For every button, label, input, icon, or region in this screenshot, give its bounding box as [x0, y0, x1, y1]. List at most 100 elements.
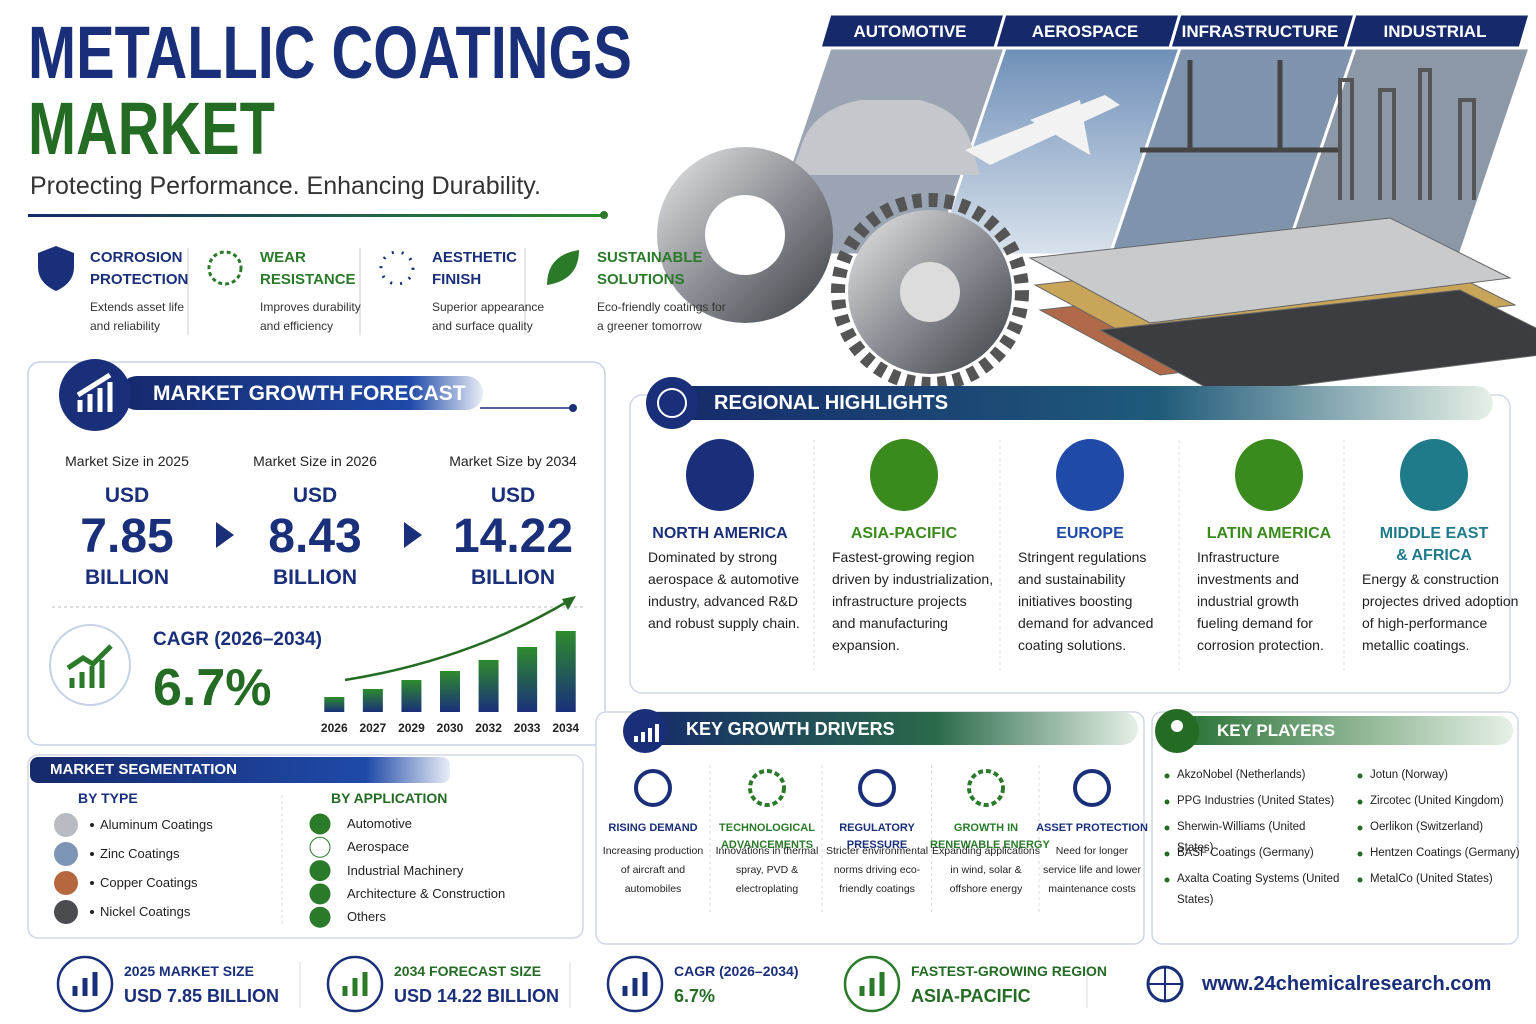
- globe-line: [657, 388, 687, 418]
- drivers-heading: KEY GROWTH DRIVERS: [686, 719, 895, 739]
- player: BASF Coatings (Germany): [1177, 847, 1314, 859]
- driver-desc: Innovations in thermal: [715, 845, 819, 857]
- footer-value: 6.7%: [674, 986, 716, 1006]
- driver-title: TECHNOLOGICAL: [719, 822, 815, 834]
- driver-desc: Expanding applications: [932, 845, 1040, 857]
- region-map: [1400, 439, 1468, 511]
- region-desc: driven by industrialization,: [832, 571, 994, 587]
- metal-plate: [1028, 217, 1512, 324]
- bullet: [1357, 851, 1363, 857]
- x-tick-label: 2029: [398, 721, 425, 735]
- player: Sherwin-Williams (United States): [1177, 821, 1306, 854]
- application-item: Industrial Machinery: [347, 862, 464, 878]
- footer-glyph: [342, 972, 368, 996]
- type-item: Zinc Coatings: [100, 846, 180, 861]
- footer-label: 2034 FORECAST SIZE: [394, 963, 542, 979]
- size-label: Market Size by 2034: [449, 453, 577, 469]
- leaf-icon: [547, 250, 579, 285]
- footer-label: 2025 MARKET SIZE: [124, 963, 254, 979]
- player: Axalta Coating Systems (United States): [1177, 873, 1340, 906]
- size-value: 8.43: [268, 510, 362, 563]
- driver-title: ASSET PROTECTION: [1036, 822, 1148, 834]
- title-line-2: MARKET: [28, 87, 275, 170]
- region-map: [686, 439, 754, 511]
- feature-desc: Eco-friendly coatings for: [597, 300, 726, 314]
- gear-hole: [900, 262, 960, 322]
- bullet: [90, 910, 94, 914]
- globe-icon: [646, 377, 698, 429]
- trend-arrow: [344, 598, 571, 682]
- region-name: NORTH AMERICA: [652, 525, 788, 542]
- footer-label: FASTEST-GROWING REGION: [911, 963, 1108, 979]
- sector-label: INDUSTRIAL: [1383, 22, 1487, 41]
- bullet: [1357, 825, 1363, 831]
- bullet: [1164, 773, 1170, 779]
- region-name: & AFRICA: [1396, 547, 1472, 564]
- player: Hentzen Coatings (Germany): [1370, 847, 1520, 859]
- driver-desc: Stricter environmental: [825, 845, 929, 857]
- metal-plate: [1098, 289, 1536, 396]
- region-desc: demand for advanced: [1018, 615, 1154, 631]
- website: www.24chemicalresearch.com: [1202, 973, 1492, 995]
- player: Zircotec (United Kingdom): [1370, 795, 1504, 807]
- size-unit: BILLION: [273, 566, 357, 589]
- type-item: Copper Coatings: [100, 875, 198, 890]
- bullet: [1357, 877, 1363, 883]
- bar: [440, 671, 460, 712]
- metal-swatch: [54, 900, 78, 924]
- feature-desc: Superior appearance: [432, 300, 545, 314]
- feature-title: CORROSION: [90, 249, 183, 266]
- divider: [28, 214, 603, 217]
- feature-title: FINISH: [432, 271, 482, 288]
- feature-desc: and reliability: [90, 319, 161, 333]
- footer-value: USD 14.22 BILLION: [394, 986, 560, 1006]
- size-value: 7.85: [80, 510, 174, 563]
- regions-heading: REGIONAL HIGHLIGHTS: [714, 392, 949, 414]
- application-item: Others: [347, 909, 387, 925]
- region-map: [1056, 439, 1124, 511]
- feature-desc: Extends asset life: [90, 300, 185, 314]
- bar: [401, 680, 422, 712]
- region-desc: Infrastructure: [1197, 549, 1280, 565]
- size-currency: USD: [490, 484, 536, 507]
- driver-desc: in wind, solar &: [950, 864, 1022, 876]
- driver-title: ADVANCEMENTS: [720, 839, 814, 851]
- driver-desc: Need for longer: [1055, 845, 1129, 857]
- region-name: MIDDLE EAST: [1379, 525, 1489, 542]
- driver-desc: spray, PVD &: [735, 864, 799, 876]
- footer-value: USD 7.85 BILLION: [124, 986, 280, 1006]
- driver-desc: service life and lower: [1042, 864, 1142, 876]
- bar: [517, 647, 538, 712]
- region-desc: investments and: [1197, 571, 1299, 587]
- gear-hole: [705, 195, 785, 275]
- x-tick-label: 2027: [359, 721, 387, 735]
- cagr-chart-icon: [66, 644, 113, 688]
- region-desc: and sustainability: [1018, 571, 1126, 587]
- trend-arrowhead: [562, 596, 576, 610]
- application-heading: BY APPLICATION: [331, 790, 448, 806]
- bullet: [1164, 877, 1170, 883]
- arrow: [216, 522, 234, 548]
- chart-icon: [76, 372, 113, 412]
- players-heading: KEY PLAYERS: [1217, 721, 1336, 740]
- type-item: Nickel Coatings: [100, 904, 191, 919]
- region-desc: fueling demand for: [1197, 615, 1313, 631]
- application-item: Aerospace: [347, 839, 410, 855]
- region-desc: metallic coatings.: [1362, 637, 1470, 653]
- players-panel: [1151, 711, 1519, 945]
- feature-title: SOLUTIONS: [597, 271, 685, 288]
- forecast-heading: MARKET GROWTH FORECAST: [153, 382, 466, 405]
- region-desc: Energy & construction: [1362, 571, 1499, 587]
- feature-desc: and efficiency: [260, 319, 334, 333]
- driver-desc: automobiles: [624, 883, 682, 895]
- sector-label: AUTOMOTIVE: [853, 22, 967, 41]
- bar: [324, 697, 345, 712]
- feature-desc: and surface quality: [432, 319, 533, 333]
- feature-title: AESTHETIC: [432, 249, 518, 266]
- region-desc: corrosion protection.: [1197, 637, 1324, 653]
- bullet: [90, 881, 94, 885]
- size-unit: BILLION: [471, 566, 555, 589]
- player: PPG Industries (United States): [1177, 795, 1335, 807]
- player: Jotun (Norway): [1370, 769, 1448, 781]
